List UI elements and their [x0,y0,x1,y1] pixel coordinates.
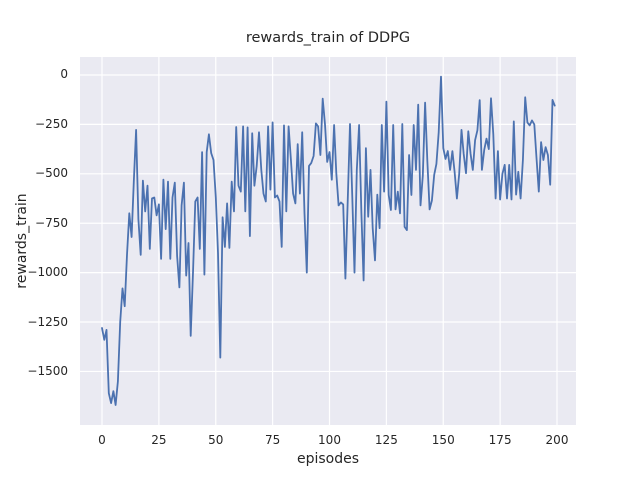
x-tick-label: 150 [431,433,455,447]
y-tick-label: −500 [35,166,68,181]
y-tick-label: −1250 [27,314,68,329]
y-tick-label: 0 [60,67,68,82]
x-tick-label: 0 [98,433,106,447]
x-tick-label: 125 [374,433,398,447]
x-tick-label: 100 [318,433,341,447]
x-tick-label: 200 [545,433,569,447]
y-tick-label: −250 [35,116,68,131]
x-tick-label: 75 [264,433,281,447]
y-tick-label: −1500 [27,363,68,378]
y-tick-label: −750 [35,215,68,230]
x-tick-label: 50 [208,433,224,447]
x-axis-label: episodes [296,451,360,467]
x-tick-label: 175 [488,433,512,447]
x-tick-label: 25 [151,433,167,447]
y-tick-label: −1000 [27,265,68,280]
plot-area [80,57,576,425]
chart-title: rewards_train of DDPG [245,30,411,46]
